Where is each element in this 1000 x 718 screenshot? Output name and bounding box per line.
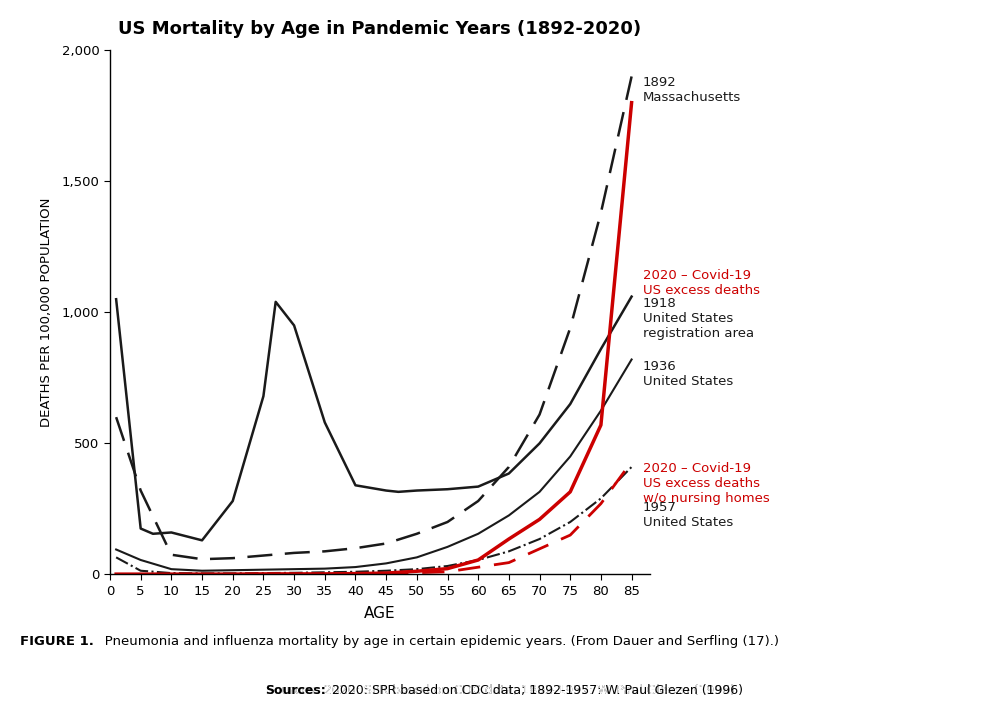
Text: 1892
Massachusetts: 1892 Massachusetts xyxy=(643,76,741,104)
Text: Sources: 2020: SPR based on CDC data; 1892-1957: W. Paul Glezen (1996): Sources: 2020: SPR based on CDC data; 18… xyxy=(266,684,734,696)
Text: 1957
United States: 1957 United States xyxy=(643,501,733,529)
Text: 2020 – Covid-19
US excess deaths: 2020 – Covid-19 US excess deaths xyxy=(643,269,760,297)
Text: Sources:: Sources: xyxy=(265,684,326,696)
Text: 2020 – Covid-19
US excess deaths
w/o nursing homes: 2020 – Covid-19 US excess deaths w/o nur… xyxy=(643,462,769,505)
Text: 1936
United States: 1936 United States xyxy=(643,360,733,388)
X-axis label: AGE: AGE xyxy=(364,606,396,621)
Y-axis label: DEATHS PER 100,000 POPULATION: DEATHS PER 100,000 POPULATION xyxy=(40,197,53,427)
Text: 1918
United States
registration area: 1918 United States registration area xyxy=(643,297,754,340)
Text: Sources: 2020: SPR based on CDC data; 1892-1957: W. Paul Glezen (1996): Sources: 2020: SPR based on CDC data; 18… xyxy=(266,684,734,696)
Text: Pneumonia and influenza mortality by age in certain epidemic years. (From Dauer : Pneumonia and influenza mortality by age… xyxy=(92,635,779,648)
Text: 2020: SPR based on CDC data; 1892-1957: W. Paul Glezen (1996): 2020: SPR based on CDC data; 1892-1957: … xyxy=(328,684,743,696)
Title: US Mortality by Age in Pandemic Years (1892-2020): US Mortality by Age in Pandemic Years (1… xyxy=(118,19,642,37)
Text: FIGURE 1.: FIGURE 1. xyxy=(20,635,94,648)
